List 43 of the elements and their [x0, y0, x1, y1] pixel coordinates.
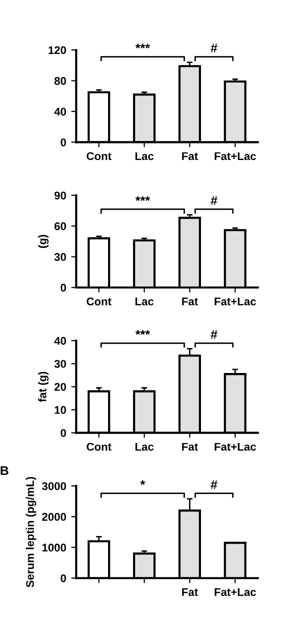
x-tick-label: Fat+Lac: [214, 442, 256, 451]
annotation: #: [210, 44, 218, 52]
x-tick-label: Fat: [182, 588, 198, 596]
x-tick-label: Fat: [182, 152, 198, 160]
y-tick-label: 1000: [42, 544, 66, 552]
y-tick-label: 3000: [42, 482, 66, 490]
y-tick-label: 40: [54, 108, 66, 116]
x-tick-label: Cont: [86, 152, 112, 160]
y-axis-title: fat (g): [38, 372, 49, 402]
y-axis-title: Serum leptin (pg/mL): [26, 477, 36, 588]
y-tick-label: 90: [54, 192, 66, 200]
x-tick-label: Lac: [135, 298, 154, 306]
y-tick-label: 120: [48, 46, 66, 54]
x-tick-label: Cont: [86, 298, 112, 306]
y-tick-label: 0: [60, 574, 66, 582]
text: #: [210, 330, 218, 339]
y-tick-label: 80: [54, 76, 66, 85]
x-tick-label: Fat+Lac: [214, 298, 256, 306]
x-tick-label: Cont: [86, 442, 112, 451]
annotation: #: [210, 196, 218, 205]
x-tick-label: Lac: [135, 152, 154, 160]
y-tick-label: 20: [54, 382, 66, 391]
y-axis-title: (g): [38, 234, 49, 248]
y-tick-label: 0: [60, 429, 66, 437]
y-tick-label: 60: [54, 222, 66, 230]
y-tick-label: 30: [54, 360, 66, 368]
y-tick-label: 0: [60, 138, 66, 146]
annotation: ***: [135, 196, 150, 201]
y-tick-label: 10: [54, 406, 66, 414]
chart-title: B: [0, 466, 8, 475]
y-tick-label: 2000: [42, 512, 66, 521]
x-tick-label: Fat: [182, 442, 198, 451]
y-tick-label: 30: [54, 253, 66, 261]
y-tick-label: 0: [60, 284, 66, 292]
x-tick-label: Fat+Lac: [214, 588, 256, 596]
x-tick-label: Fat+Lac: [214, 152, 256, 160]
y-tick-label: 40: [54, 336, 66, 345]
text: ***: [135, 44, 150, 48]
x-tick-label: Lac: [135, 442, 154, 451]
annotation: #: [210, 480, 218, 489]
x-tick-label: Fat: [182, 298, 198, 306]
text: ***: [135, 330, 150, 335]
text: *: [140, 480, 146, 485]
